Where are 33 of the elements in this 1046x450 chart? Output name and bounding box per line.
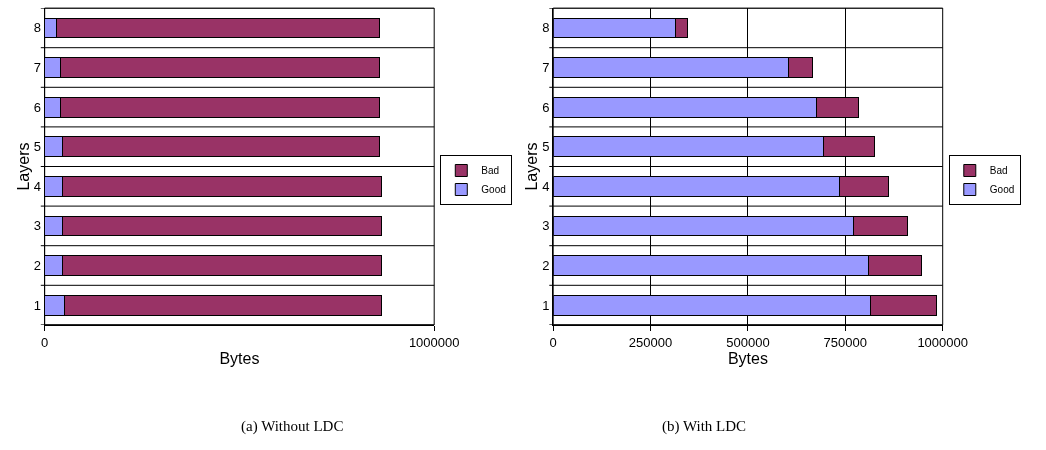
text: (a) Without LDC	[241, 418, 344, 435]
y-tick-label: 8	[33, 20, 42, 36]
y-tick-label: 4	[33, 178, 42, 194]
x-tick-label: 1000000	[917, 334, 968, 350]
x-axis-title: Bytes	[727, 350, 768, 368]
x-tick-label: 0	[549, 334, 557, 350]
y-axis-title: Layers	[523, 142, 541, 191]
y-tick-label: 5	[542, 139, 550, 155]
y-tick-label: 7	[33, 60, 42, 76]
y-tick-label: 8	[542, 20, 550, 36]
y-tick-label: 3	[33, 218, 42, 234]
x-tick-label: 250000	[628, 334, 673, 350]
y-tick-label: 3	[542, 218, 550, 234]
x-tick-label: 500000	[726, 334, 770, 350]
legend-label: Good	[989, 184, 1015, 196]
y-tick-label: 2	[33, 258, 42, 274]
x-tick-label: 1000000	[408, 334, 460, 350]
y-tick-label: 6	[33, 99, 42, 115]
y-axis-title: Layers	[14, 142, 32, 191]
y-tick-label: 5	[33, 139, 42, 155]
x-tick-label: 0	[41, 334, 49, 350]
y-tick-label: 1	[542, 297, 550, 313]
y-tick-label: 7	[542, 60, 550, 76]
y-tick-label: 2	[542, 258, 550, 274]
legend-label: Good	[481, 184, 506, 196]
legend-label: Bad	[989, 165, 1008, 177]
x-axis-title: Bytes	[219, 350, 260, 368]
legend-label: Bad	[481, 165, 500, 177]
text: (b) With LDC	[662, 418, 747, 435]
y-tick-label: 1	[33, 297, 42, 313]
x-tick-label: 750000	[823, 334, 868, 350]
y-tick-label: 4	[542, 178, 550, 194]
y-tick-label: 6	[542, 99, 550, 115]
